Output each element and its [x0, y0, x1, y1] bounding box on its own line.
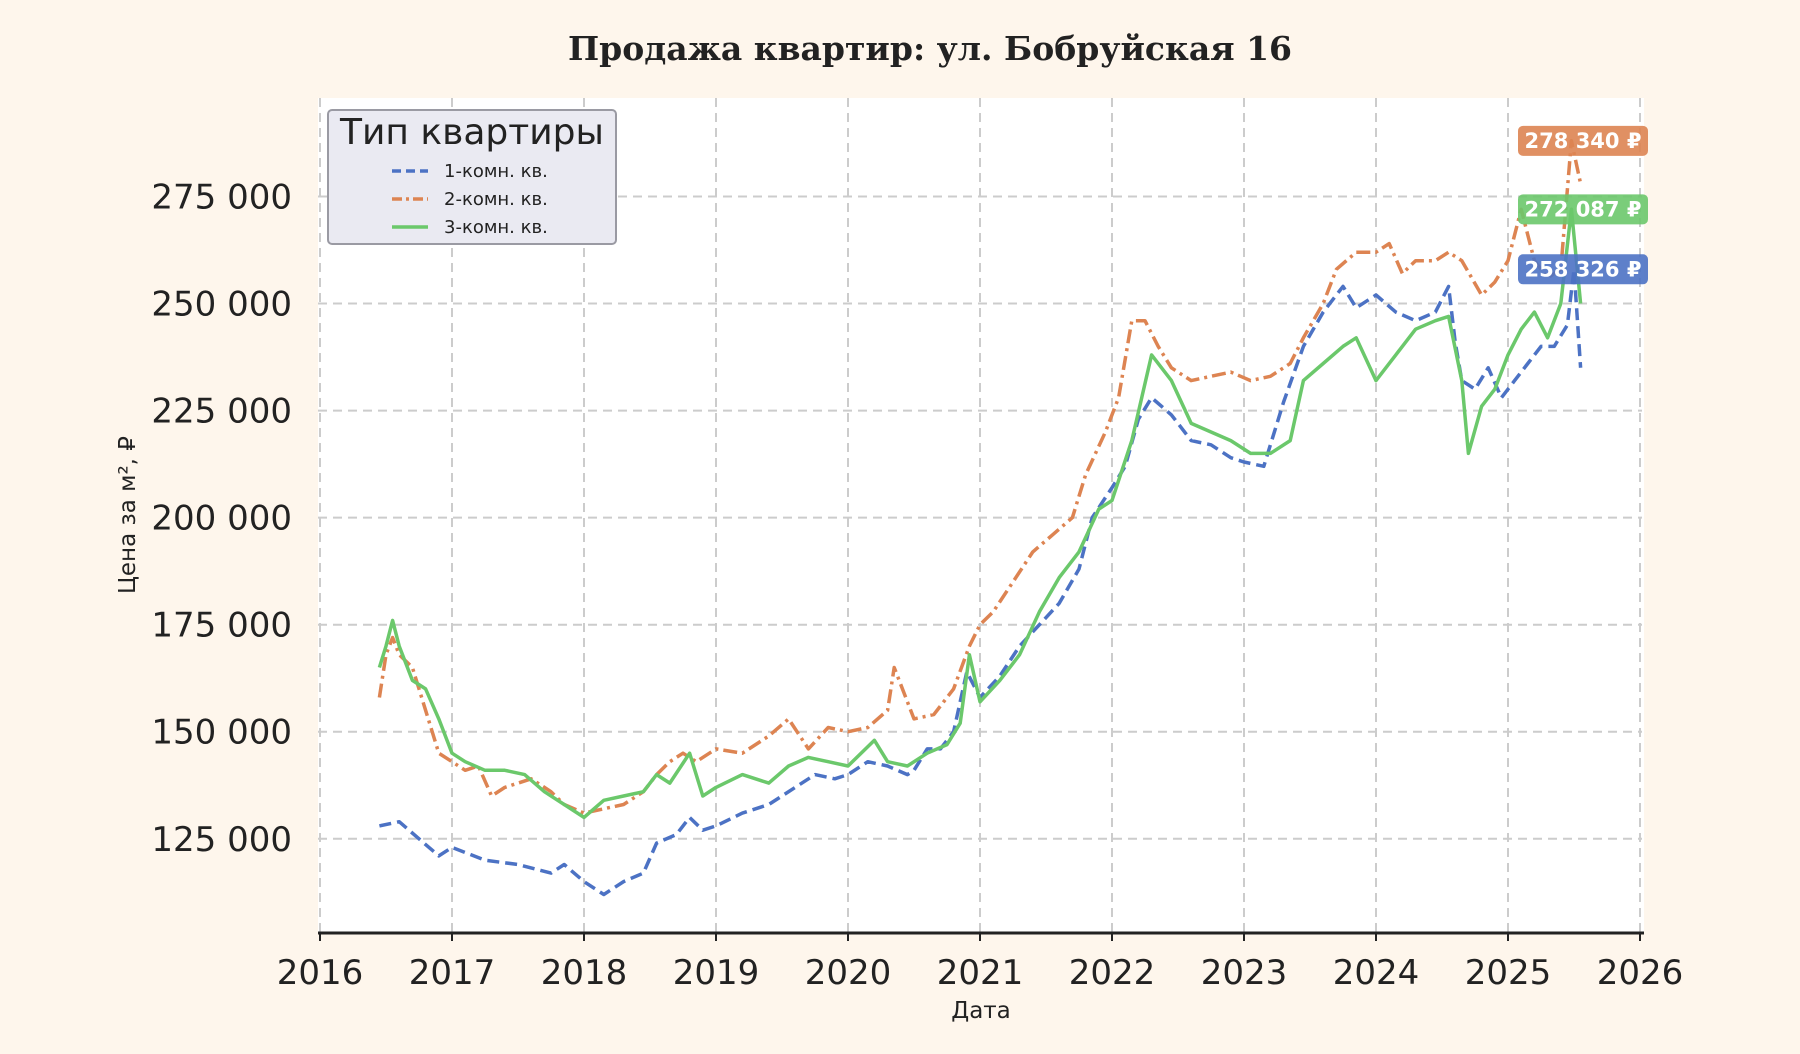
end-label-text-3: 272 087 ₽ [1525, 197, 1642, 221]
y-tick-label: 225 000 [151, 392, 292, 432]
series-line-2 [377, 139, 1583, 815]
y-tick-label: 150 000 [151, 713, 292, 753]
x-tick-label: 2023 [1201, 953, 1288, 993]
legend-label-2: 2-комн. кв. [444, 189, 548, 210]
x-tick-label: 2016 [277, 953, 364, 993]
end-label-badge-1 [1518, 254, 1648, 285]
y-tick-label: 250 000 [151, 285, 292, 325]
x-axis-label: Дата [951, 998, 1011, 1024]
end-value-labels: 258 326 ₽ 278 340 ₽ 272 087 ₽ [1518, 125, 1648, 285]
x-tick-label: 2018 [541, 953, 628, 993]
x-tick-label: 2022 [1069, 953, 1156, 993]
y-tick-label: 200 000 [151, 499, 292, 539]
x-tick-label: 2021 [937, 953, 1024, 993]
end-label-badge-2 [1518, 125, 1648, 156]
x-tick-label: 2024 [1333, 953, 1420, 993]
series-line-3 [377, 207, 1583, 820]
x-tick-label: 2026 [1597, 953, 1684, 993]
y-tick-label: 275 000 [151, 177, 292, 217]
legend: Тип квартиры 1-комн. кв. 2-комн. кв. 3-ком… [327, 109, 617, 245]
legend-label-1: 1-комн. кв. [444, 161, 548, 182]
legend-items: 1-комн. кв. 2-комн. кв. 3-комн. кв. [392, 161, 548, 238]
y-tick-label: 175 000 [151, 606, 292, 646]
y-tick-label: 125 000 [151, 820, 292, 860]
y-axis-label: Цена за м², ₽ [115, 436, 141, 594]
y-axis-ticks: 125 000 150 000 175 000 200 000 225 000 250 0… [151, 177, 292, 859]
legend-label-3: 3-комн. кв. [444, 217, 548, 238]
legend-title: Тип квартиры [339, 112, 604, 153]
x-axis-ticks: 2016 2017 2018 2019 2020 2021 2022 2023 2024 2025… [277, 933, 1684, 993]
x-tick-label: 2025 [1465, 953, 1552, 993]
end-label-text-1: 258 326 ₽ [1525, 257, 1642, 281]
chart-title: Продажа квартир: ул. Бобруйская 16 [568, 29, 1292, 68]
end-label-text-2: 278 340 ₽ [1525, 129, 1642, 153]
x-tick-label: 2020 [805, 953, 892, 993]
legend-box [327, 109, 617, 245]
x-tick-label: 2019 [673, 953, 760, 993]
end-label-badge-3 [1518, 194, 1648, 225]
series-line-1 [379, 267, 1583, 897]
series-group [377, 139, 1583, 897]
x-tick-label: 2017 [409, 953, 496, 993]
